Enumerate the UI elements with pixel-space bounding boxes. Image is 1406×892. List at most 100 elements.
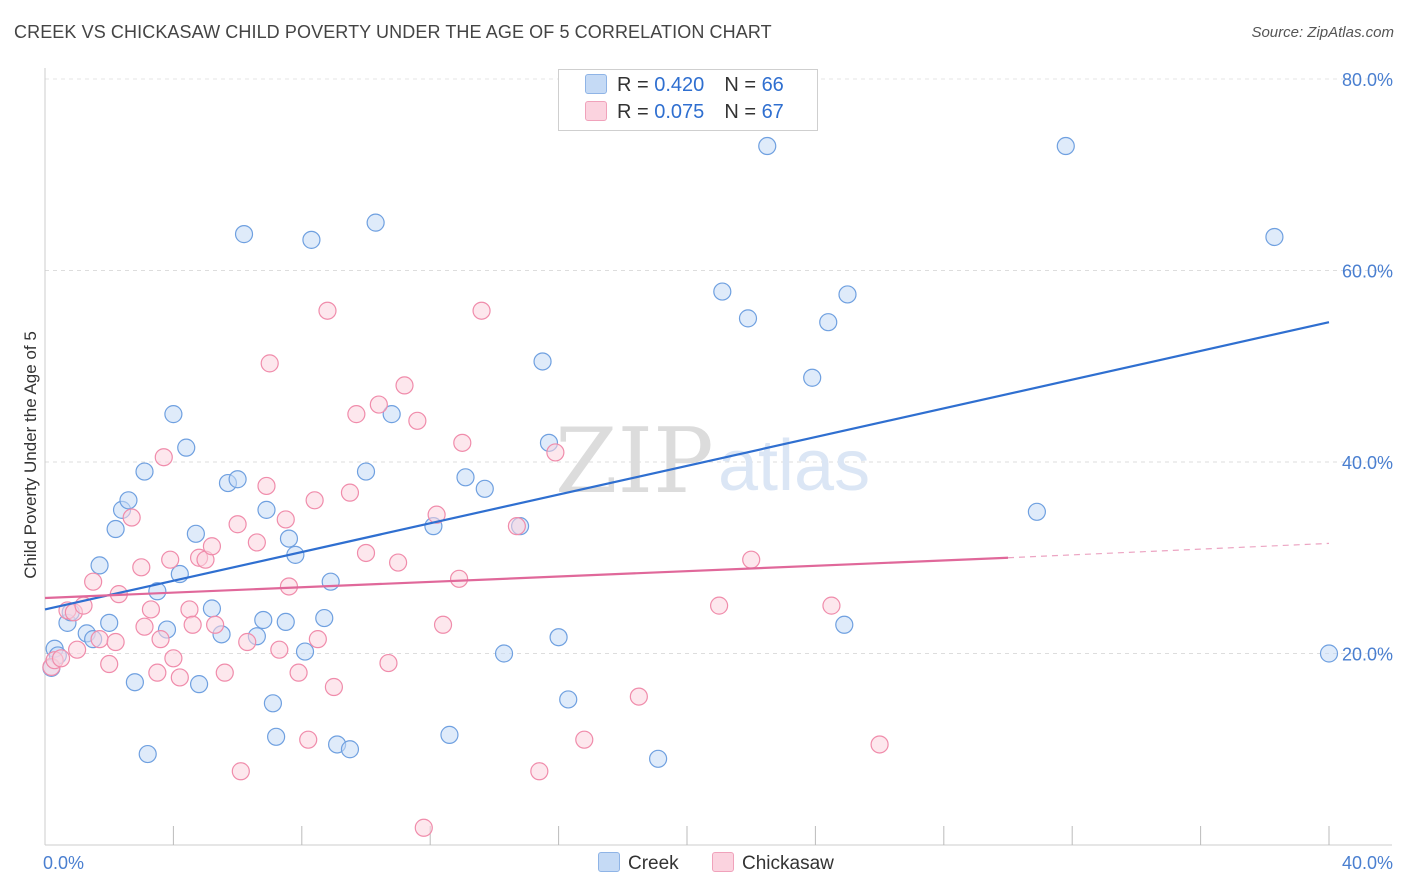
- chickasaw-point: [395, 376, 414, 395]
- chickasaw-point: [257, 476, 276, 496]
- legend-r-value: 0.075: [654, 101, 705, 123]
- creek-point: [533, 352, 552, 371]
- chickasaw-point: [260, 354, 279, 373]
- watermark: ZIP atlas: [555, 409, 870, 514]
- creek-point: [254, 610, 273, 630]
- chickasaw-point: [135, 617, 154, 636]
- legend-row-chickasaw: R = 0.075 N = 67: [585, 101, 784, 127]
- creek-legend-label: Creek: [628, 853, 679, 874]
- creek-point: [263, 694, 283, 713]
- x-tick-label: 40.0%: [1342, 853, 1393, 873]
- chickasaw-legend-swatch: [712, 852, 734, 872]
- chickasaw-point: [161, 550, 180, 569]
- chickasaw-point: [106, 632, 125, 652]
- creek-point: [148, 582, 167, 601]
- chickasaw-point: [132, 558, 151, 577]
- creek-point: [234, 225, 254, 244]
- chickasaw-point: [164, 649, 183, 668]
- chickasaw-point: [408, 411, 427, 430]
- creek-point: [475, 479, 494, 498]
- creek-point: [295, 642, 315, 661]
- creek-point: [119, 491, 138, 510]
- chickasaw-point: [389, 553, 408, 572]
- creek-legend-swatch: [598, 852, 620, 872]
- chickasaw-point: [507, 517, 526, 536]
- source-credit: Source: ZipAtlas.com: [1251, 24, 1394, 41]
- creek-point: [713, 282, 732, 301]
- chickasaw-point: [238, 632, 257, 652]
- creek-point: [186, 524, 205, 543]
- chickasaw-point: [154, 448, 173, 467]
- legend-r-label: R =: [617, 74, 655, 96]
- chickasaw-point: [231, 762, 250, 781]
- creek-point: [738, 309, 758, 328]
- chart-title: CREEK VS CHICKASAW CHILD POVERTY UNDER T…: [14, 22, 772, 42]
- bottom-legend-creek: Creek: [598, 852, 679, 875]
- chickasaw-point: [183, 615, 202, 634]
- x-tick-label: 0.0%: [43, 853, 84, 873]
- creek-point: [838, 285, 857, 304]
- creek-point: [257, 500, 276, 519]
- creek-point: [267, 727, 286, 746]
- chickasaw-point: [215, 663, 234, 682]
- chickasaw-point: [308, 630, 327, 649]
- chickasaw-point: [276, 510, 295, 529]
- chickasaw-point: [379, 653, 398, 673]
- creek-point: [100, 613, 119, 632]
- creek-point: [366, 213, 385, 232]
- creek-point: [1027, 502, 1046, 521]
- chickasaw-point: [84, 572, 103, 591]
- creek-point: [138, 744, 157, 764]
- chickasaw-point: [347, 405, 366, 424]
- watermark-zip: ZIP: [555, 409, 714, 514]
- legend-n-value: 67: [761, 101, 784, 123]
- chickasaw-point: [433, 615, 453, 634]
- legend-row-creek: R = 0.420 N = 66: [585, 74, 784, 100]
- chickasaw-point: [318, 301, 337, 320]
- creek-point: [649, 749, 668, 768]
- legend-n-label: N =: [724, 74, 762, 96]
- y-axis-label: Child Poverty Under the Age of 5: [21, 331, 40, 579]
- chickasaw-point: [742, 550, 761, 569]
- chickasaw-legend-label: Chickasaw: [742, 853, 834, 874]
- creek-point: [356, 462, 376, 481]
- creek-point: [440, 725, 459, 744]
- y-tick-label: 40.0%: [1342, 453, 1393, 473]
- chickasaw-point: [67, 640, 87, 659]
- chickasaw-point: [170, 668, 189, 687]
- creek-point: [202, 599, 222, 618]
- creek-point: [803, 368, 822, 387]
- chickasaw-point: [340, 483, 360, 502]
- chickasaw-point: [270, 640, 289, 659]
- chickasaw-point: [180, 600, 199, 619]
- chickasaw-point: [51, 649, 71, 668]
- creek-point: [1319, 644, 1339, 663]
- chickasaw-point: [629, 687, 648, 706]
- tick-labels: 20.0% 40.0% 60.0% 80.0% 0.0% 40.0%: [43, 70, 1393, 873]
- chickasaw-point: [151, 630, 170, 649]
- creek-point: [164, 405, 183, 424]
- chickasaw-point: [709, 596, 729, 615]
- creek-point: [835, 615, 854, 634]
- creek-point: [125, 673, 144, 692]
- chickasaw-point: [202, 537, 222, 556]
- chickasaw-point: [427, 505, 446, 524]
- creek-point: [315, 608, 334, 628]
- chickasaw-point: [472, 301, 491, 320]
- creek-point: [494, 644, 514, 663]
- chickasaw-point: [530, 762, 549, 781]
- legend: R = 0.420 N = 66 R = 0.075 N = 67: [558, 69, 818, 131]
- chickasaw-point: [141, 600, 161, 619]
- y-tick-label: 80.0%: [1342, 70, 1393, 90]
- chickasaw-point: [546, 443, 565, 462]
- chickasaw-point: [453, 433, 472, 452]
- y-tick-label: 20.0%: [1342, 645, 1393, 665]
- creek-point: [456, 468, 475, 487]
- chickasaw-swatch: [585, 101, 607, 121]
- chickasaw-point: [822, 596, 841, 615]
- creek-point: [321, 572, 340, 591]
- y-tick-label: 60.0%: [1342, 262, 1393, 282]
- chickasaw-point: [414, 818, 433, 837]
- creek-point: [228, 470, 247, 489]
